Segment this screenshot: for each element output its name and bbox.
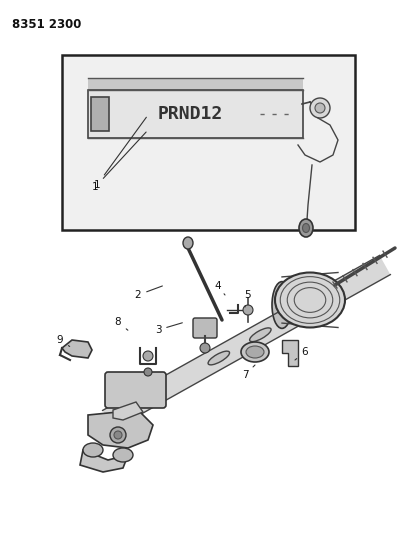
Ellipse shape xyxy=(182,237,193,249)
Ellipse shape xyxy=(271,281,291,328)
Ellipse shape xyxy=(249,328,270,342)
Text: 9: 9 xyxy=(56,335,70,346)
Ellipse shape xyxy=(113,448,133,462)
Polygon shape xyxy=(102,255,389,430)
Ellipse shape xyxy=(304,297,326,311)
Text: 4: 4 xyxy=(214,281,225,295)
Polygon shape xyxy=(281,340,297,366)
Circle shape xyxy=(314,103,324,113)
Text: 3: 3 xyxy=(154,323,182,335)
Circle shape xyxy=(144,368,152,376)
Circle shape xyxy=(243,305,252,315)
Ellipse shape xyxy=(298,219,312,237)
Polygon shape xyxy=(113,402,143,420)
Ellipse shape xyxy=(245,346,263,358)
Text: 8351 2300: 8351 2300 xyxy=(12,18,81,31)
Polygon shape xyxy=(80,450,128,472)
Bar xyxy=(62,55,354,230)
Text: 7: 7 xyxy=(241,365,254,380)
Circle shape xyxy=(114,431,122,439)
Text: 1: 1 xyxy=(94,117,146,190)
Text: 2: 2 xyxy=(135,286,162,300)
Polygon shape xyxy=(88,410,153,448)
Bar xyxy=(91,97,109,131)
Text: PRND12: PRND12 xyxy=(157,105,222,123)
Text: 6: 6 xyxy=(294,347,308,360)
Bar xyxy=(88,90,302,138)
Ellipse shape xyxy=(274,272,344,327)
Circle shape xyxy=(200,343,209,353)
Bar xyxy=(88,78,302,90)
FancyBboxPatch shape xyxy=(105,372,166,408)
Circle shape xyxy=(143,351,153,361)
Polygon shape xyxy=(62,340,92,358)
Text: 8: 8 xyxy=(115,317,128,330)
Ellipse shape xyxy=(207,351,229,365)
Ellipse shape xyxy=(302,223,309,232)
Circle shape xyxy=(110,427,126,443)
FancyBboxPatch shape xyxy=(193,318,216,338)
Text: 1: 1 xyxy=(92,132,146,192)
Circle shape xyxy=(309,98,329,118)
Ellipse shape xyxy=(83,443,103,457)
Ellipse shape xyxy=(240,342,268,362)
Text: 5: 5 xyxy=(244,290,251,307)
